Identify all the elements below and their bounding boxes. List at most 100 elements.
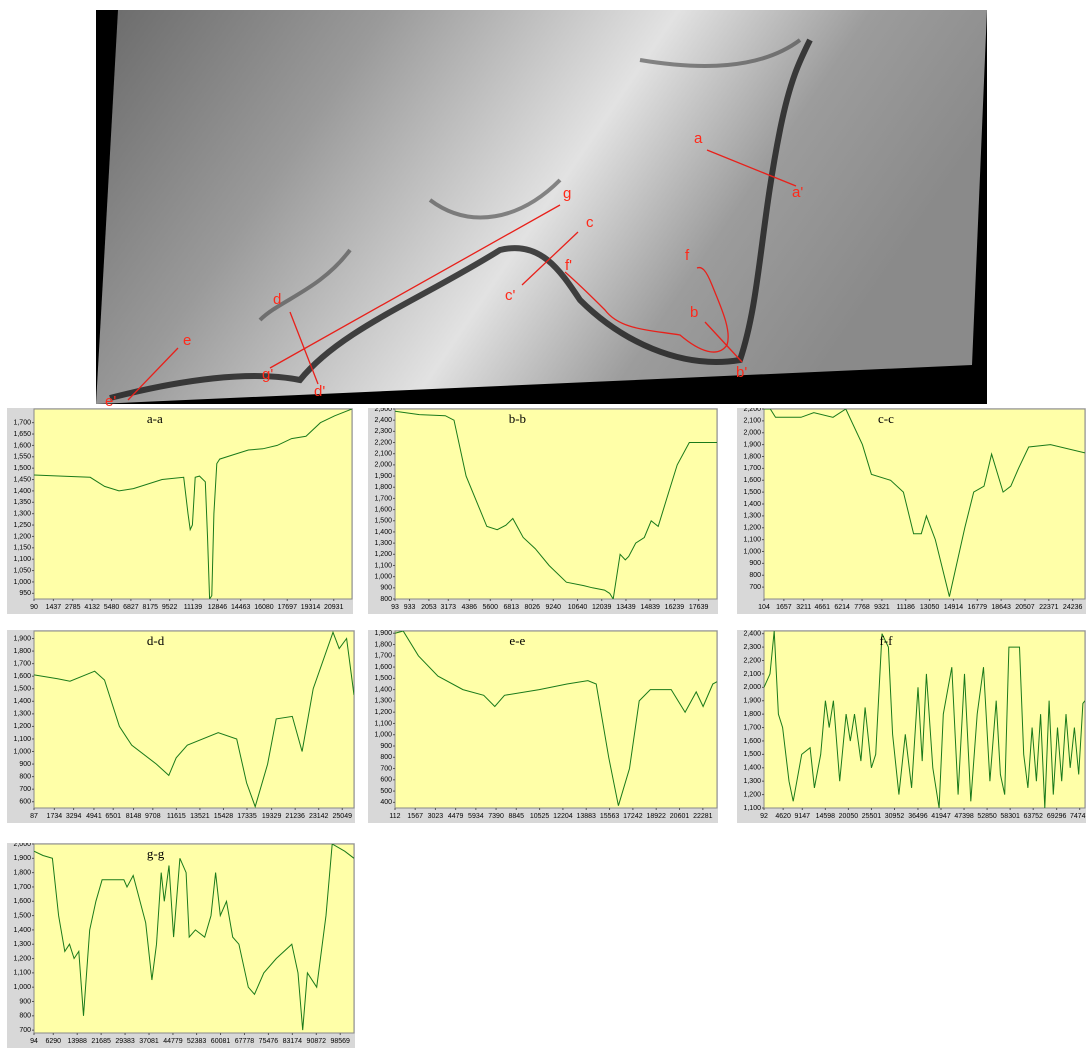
chart-title: d-d	[147, 633, 165, 648]
x-tick-label: 47398	[954, 813, 974, 820]
y-tick-label: 1,300	[374, 540, 392, 547]
y-tick-label: 1,300	[13, 711, 31, 718]
x-tick-label: 9708	[145, 813, 161, 820]
x-tick-label: 21685	[91, 1038, 111, 1045]
x-tick-label: 67778	[235, 1038, 255, 1045]
y-tick-label: 800	[749, 572, 761, 579]
y-tick-label: 1,300	[374, 698, 392, 705]
x-tick-label: 58301	[1000, 813, 1020, 820]
y-tick-label: 2,200	[743, 657, 761, 664]
y-tick-label: 1,000	[374, 573, 392, 580]
x-tick-label: 14598	[816, 813, 836, 820]
y-tick-label: 900	[380, 585, 392, 592]
y-tick-label: 1,300	[13, 511, 31, 518]
y-tick-label: 1,500	[13, 912, 31, 919]
x-tick-label: 94	[30, 1038, 38, 1045]
y-tick-label: 1,100	[13, 736, 31, 743]
y-tick-label: 1,600	[13, 442, 31, 449]
x-tick-label: 41947	[931, 813, 951, 820]
y-tick-label: 1,400	[13, 488, 31, 495]
x-tick-label: 6827	[123, 604, 139, 611]
y-tick-label: 900	[19, 998, 31, 1005]
y-tick-label: 1,300	[13, 941, 31, 948]
profile-chart: 4005006007008009001,0001,1001,2001,3001,…	[368, 630, 718, 823]
x-tick-label: 1657	[776, 604, 792, 611]
x-tick-label: 17697	[278, 604, 298, 611]
y-tick-label: 1,800	[743, 711, 761, 718]
profile-chart: 7008009001,0001,1001,2001,3001,4001,5001…	[737, 406, 1086, 614]
y-tick-label: 1,200	[743, 525, 761, 532]
y-tick-label: 1,600	[374, 664, 392, 671]
x-tick-label: 1567	[407, 813, 423, 820]
x-tick-label: 2053	[421, 604, 437, 611]
plot-area	[34, 844, 354, 1033]
x-tick-label: 6214	[834, 604, 850, 611]
map-label: b	[690, 304, 698, 321]
y-tick-label: 1,500	[13, 465, 31, 472]
x-tick-label: 17639	[689, 604, 709, 611]
map-label: a'	[792, 184, 803, 201]
map-label: c	[586, 214, 594, 231]
map-label: g'	[262, 366, 273, 383]
y-tick-label: 2,000	[374, 462, 392, 469]
y-tick-label: 1,000	[374, 732, 392, 739]
x-tick-label: 1734	[47, 813, 63, 820]
profile-chart: 9501,0001,0501,1001,1501,2001,2501,3001,…	[7, 408, 353, 614]
chart-title: b-b	[509, 411, 526, 426]
x-tick-label: 15428	[214, 813, 234, 820]
x-tick-label: 3294	[66, 813, 82, 820]
y-tick-label: 900	[19, 761, 31, 768]
x-tick-label: 6290	[45, 1038, 61, 1045]
y-tick-label: 1,500	[374, 675, 392, 682]
y-tick-label: 1,600	[13, 673, 31, 680]
y-tick-label: 950	[19, 590, 31, 597]
profile-chart: 1,1001,2001,3001,4001,5001,6001,7001,800…	[737, 630, 1089, 823]
y-tick-label: 1,400	[743, 765, 761, 772]
y-tick-label: 2,000	[743, 430, 761, 437]
x-tick-label: 92	[760, 813, 768, 820]
x-tick-label: 44779	[163, 1038, 183, 1045]
x-tick-label: 4479	[448, 813, 464, 820]
x-tick-label: 15563	[600, 813, 620, 820]
x-tick-label: 3023	[428, 813, 444, 820]
y-tick-label: 400	[380, 799, 392, 806]
x-tick-label: 933	[404, 604, 416, 611]
y-tick-label: 1,100	[743, 805, 761, 812]
x-tick-label: 4132	[84, 604, 100, 611]
y-tick-label: 800	[19, 773, 31, 780]
y-tick-label: 1,650	[13, 431, 31, 438]
y-tick-label: 1,700	[374, 495, 392, 502]
y-tick-label: 2,000	[743, 684, 761, 691]
x-tick-label: 4386	[462, 604, 478, 611]
y-tick-label: 800	[380, 754, 392, 761]
y-tick-label: 1,800	[13, 869, 31, 876]
dem-map: a a' b b' c c' d d' e e' f f' g g'	[96, 10, 987, 410]
y-tick-label: 1,700	[13, 884, 31, 891]
map-label: e	[183, 332, 191, 349]
y-tick-label: 1,100	[374, 562, 392, 569]
profile-chart: 6007008009001,0001,1001,2001,3001,4001,5…	[7, 630, 355, 823]
figure: a a' b b' c c' d d' e e' f f' g g' 950 1,…	[0, 0, 1089, 1055]
y-tick-label: 1,700	[743, 724, 761, 731]
chart-title: e-e	[509, 633, 525, 648]
y-tick-label: 1,400	[374, 529, 392, 536]
y-tick-label: 1,600	[374, 506, 392, 513]
y-tick-label: 1,000	[13, 579, 31, 586]
x-tick-label: 30952	[885, 813, 905, 820]
y-tick-label: 1,200	[374, 709, 392, 716]
x-tick-label: 12039	[592, 604, 612, 611]
y-tick-label: 1,100	[374, 720, 392, 727]
x-tick-label: 17242	[623, 813, 643, 820]
y-tick-label: 1,900	[374, 630, 392, 637]
y-tick-label: 1,400	[743, 501, 761, 508]
y-tick-label: 1,900	[13, 635, 31, 642]
y-tick-label: 600	[380, 777, 392, 784]
x-tick-label: 13439	[616, 604, 636, 611]
x-tick-label: 25501	[862, 813, 882, 820]
y-tick-label: 2,100	[743, 418, 761, 425]
x-tick-label: 9240	[546, 604, 562, 611]
y-tick-label: 1,600	[743, 738, 761, 745]
page: a a' b b' c c' d d' e e' f f' g g' 950 1,…	[0, 0, 1089, 1055]
y-tick-label: 700	[19, 1027, 31, 1034]
x-tick-label: 16239	[665, 604, 685, 611]
